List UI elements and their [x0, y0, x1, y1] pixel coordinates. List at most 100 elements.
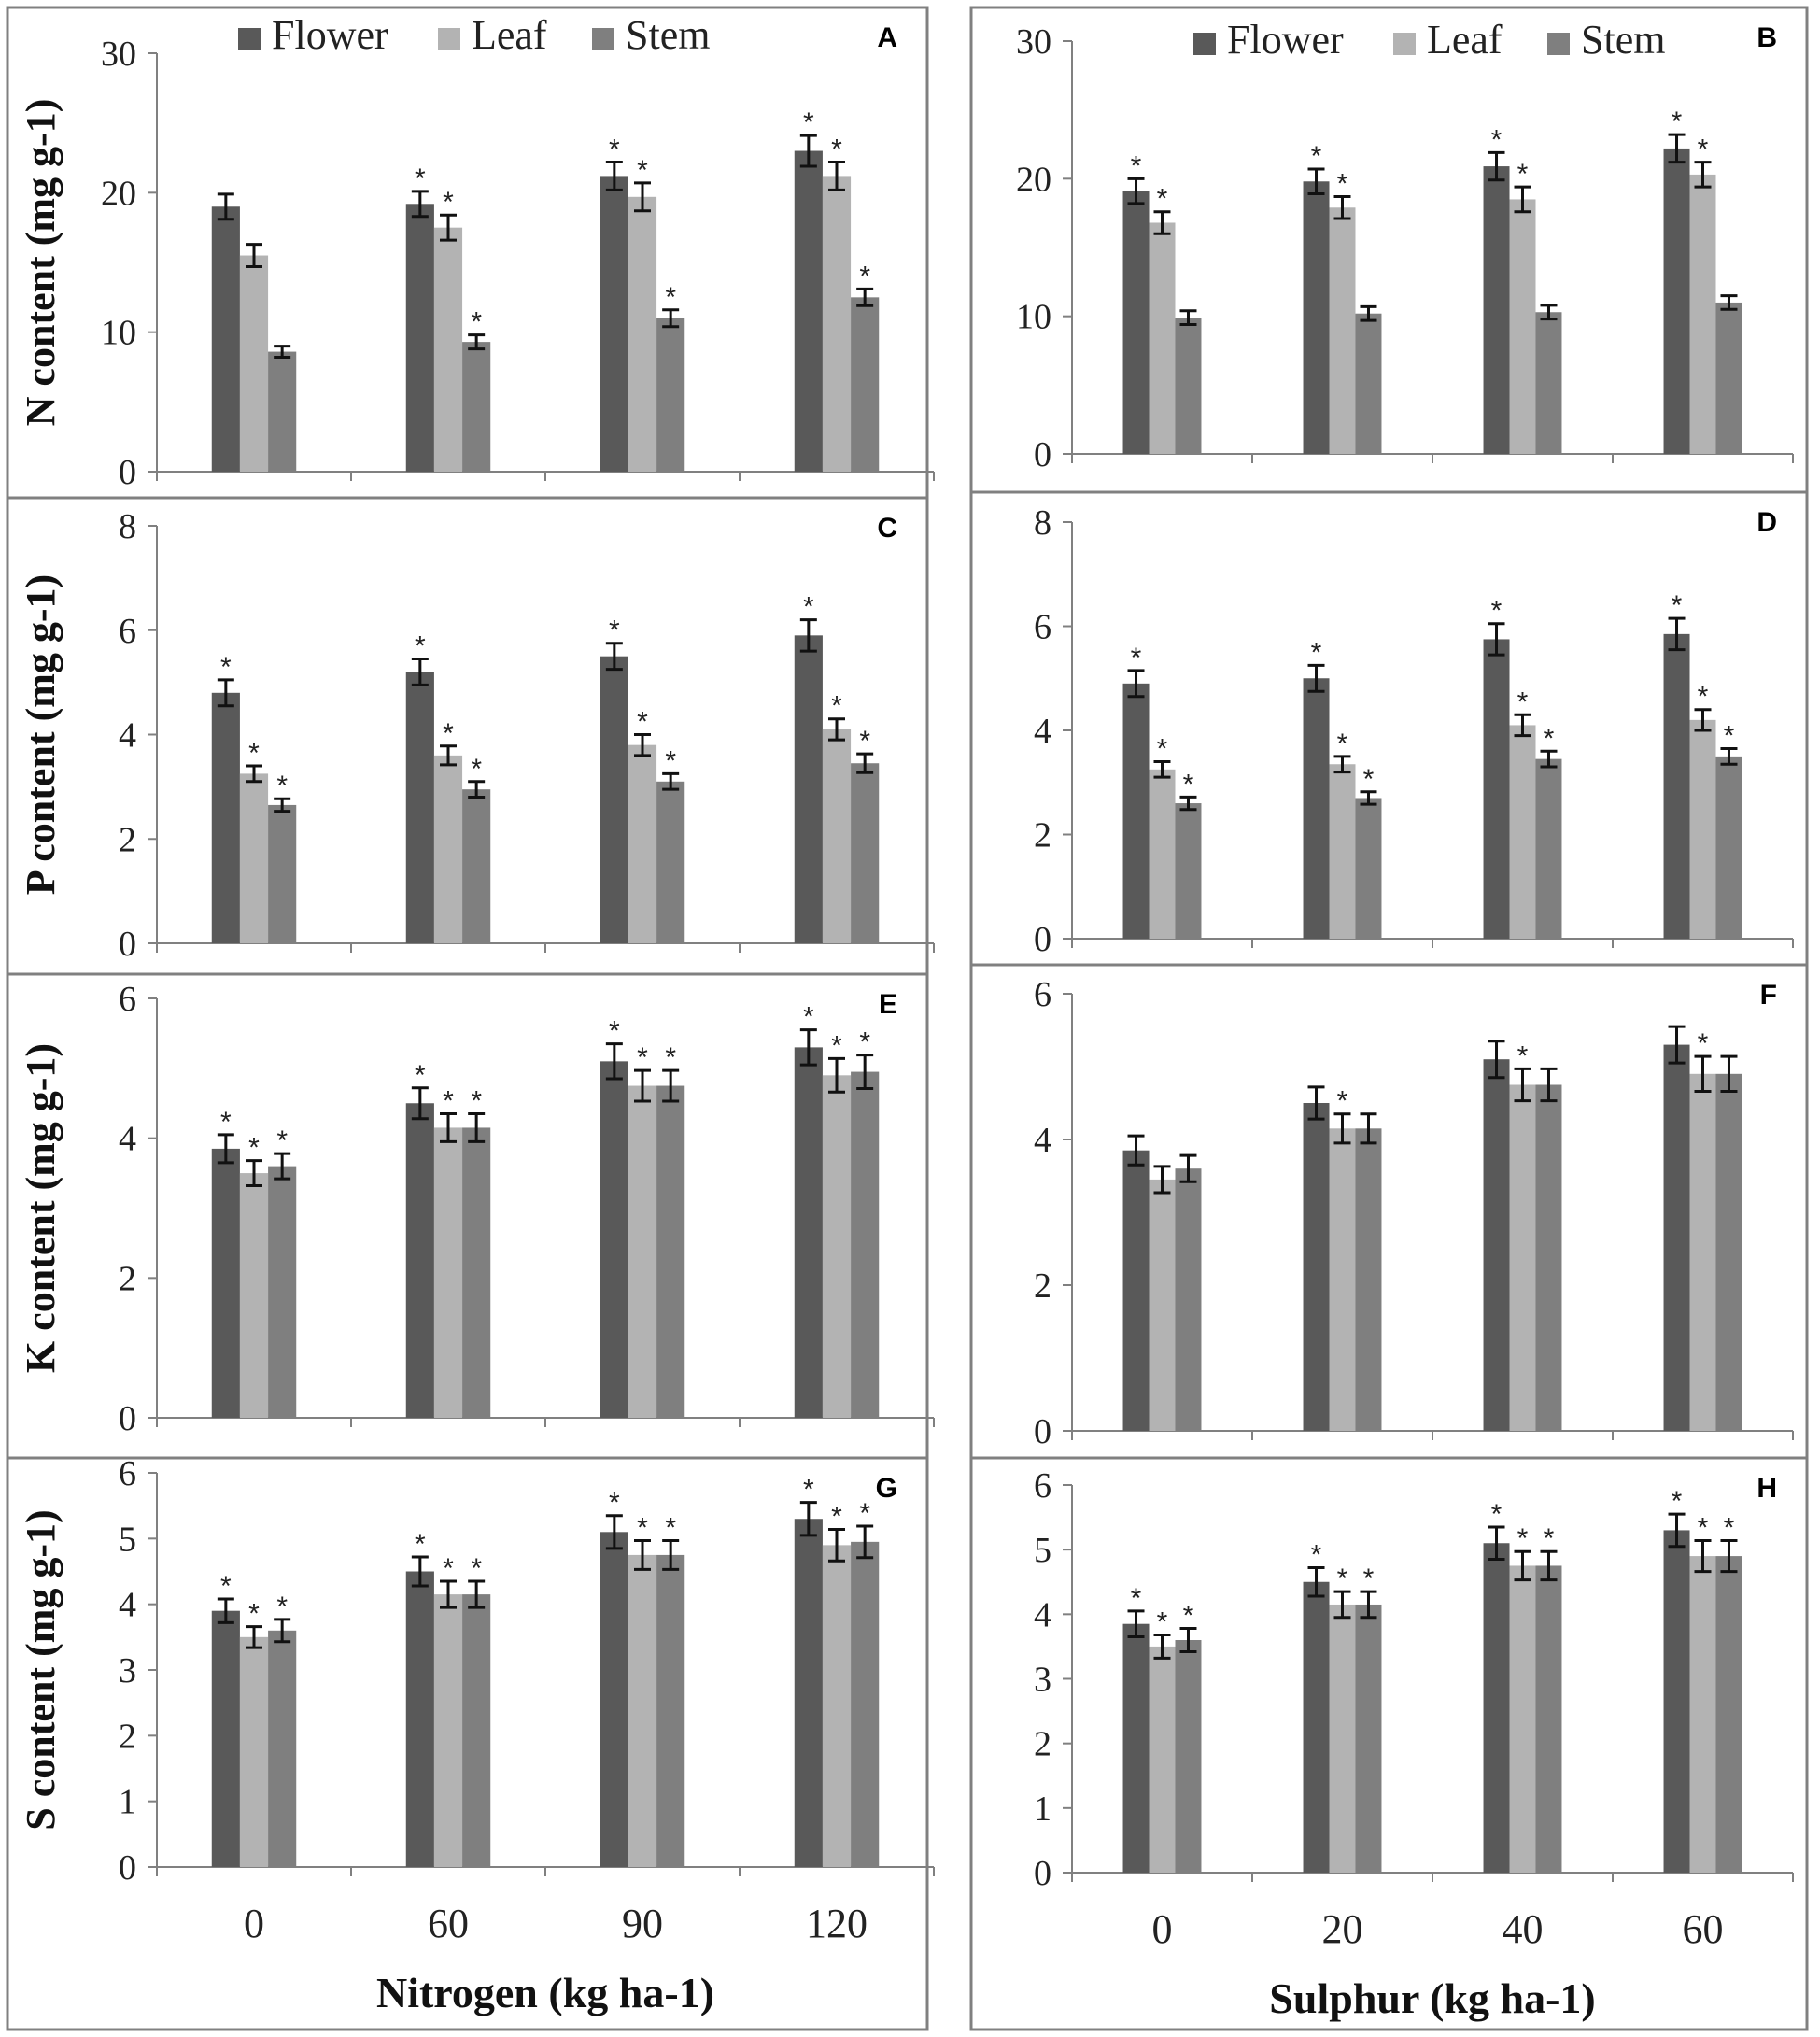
- bar-flower-0: [211, 692, 240, 943]
- error-bar: [1540, 749, 1558, 769]
- bar-flower-120: [794, 1047, 823, 1418]
- x-axis-title: Nitrogen (kg ha-1): [376, 1969, 714, 2016]
- bar-stem-20: [1355, 1604, 1382, 1873]
- y-tick-label: 5: [1034, 1531, 1051, 1570]
- legend-swatch-stem: [1547, 33, 1570, 55]
- panel-frame: [6, 1456, 929, 2031]
- chart-panel-d: 0 2 4 6 8 * * * * * * * * * * * * D: [969, 490, 1809, 967]
- significance-star: *: [609, 1016, 620, 1047]
- bar-stem-20: [1355, 1128, 1382, 1431]
- significance-star: *: [831, 1501, 842, 1532]
- error-bar: [662, 771, 680, 791]
- error-bar: [1694, 1054, 1712, 1094]
- error-bar: [799, 1501, 817, 1537]
- chart-panel-a: 0 10 20 30 * * * * * * * * * N content (mg g-1) A Flowe…: [6, 6, 935, 500]
- error-bar: [274, 1618, 291, 1644]
- significance-star: *: [248, 738, 260, 769]
- bar-flower-20: [1303, 181, 1330, 454]
- error-bar: [1668, 1512, 1686, 1549]
- bar-stem-60: [462, 789, 491, 943]
- chart-panel-f: 0 2 4 6 * * * F: [969, 963, 1809, 1460]
- error-bar: [1540, 304, 1558, 321]
- bar-flower-120: [794, 635, 823, 943]
- error-bar: [634, 1068, 651, 1103]
- error-bar: [1360, 304, 1377, 322]
- legend-label-leaf: Leaf: [1427, 17, 1503, 63]
- error-bar: [217, 1133, 234, 1165]
- bar-leaf-90: [628, 744, 657, 943]
- error-bar: [634, 1538, 651, 1571]
- bar-stem-20: [1355, 798, 1382, 939]
- significance-star: *: [443, 1553, 454, 1584]
- significance-star: *: [1183, 769, 1194, 799]
- error-bar: [274, 345, 291, 360]
- error-bar: [246, 764, 262, 784]
- significance-star: *: [1517, 159, 1529, 190]
- y-tick-label: 0: [119, 453, 136, 492]
- bar-leaf-90: [628, 1085, 657, 1418]
- bar-stem-0: [1175, 803, 1202, 939]
- y-tick-label: 0: [119, 1399, 136, 1438]
- x-category-label: 60: [428, 1901, 469, 1946]
- error-bar: [1360, 1590, 1377, 1620]
- bar-stem-60: [1715, 1556, 1742, 1873]
- bar-flower-90: [600, 176, 628, 472]
- y-tick-label: 5: [119, 1520, 136, 1559]
- error-bar: [1307, 167, 1325, 196]
- error-bar: [1153, 759, 1171, 779]
- error-bar: [1360, 790, 1377, 806]
- bar-flower-20: [1303, 1103, 1330, 1431]
- bar-flower-90: [600, 1061, 628, 1418]
- significance-star: *: [1544, 723, 1555, 754]
- y-tick-label: 4: [1034, 1121, 1051, 1160]
- error-bar: [1488, 622, 1505, 657]
- error-bar: [1540, 1549, 1558, 1582]
- significance-star: *: [220, 1571, 232, 1602]
- significance-star: *: [665, 1042, 676, 1073]
- significance-star: *: [637, 155, 648, 186]
- legend-swatch-leaf: [438, 28, 460, 50]
- significance-star: *: [665, 1512, 676, 1543]
- error-bar: [605, 642, 623, 672]
- y-tick-label: 10: [1016, 298, 1051, 337]
- legend-swatch-flower: [238, 28, 261, 50]
- legend-swatch-stem: [592, 28, 614, 50]
- bar-stem-60: [1715, 302, 1742, 454]
- y-tick-label: 8: [119, 507, 136, 546]
- error-bar: [1668, 1025, 1686, 1065]
- significance-star: *: [276, 1125, 288, 1156]
- significance-star: *: [665, 745, 676, 776]
- bar-flower-60: [405, 1103, 434, 1418]
- significance-star: *: [1724, 721, 1735, 752]
- significance-star: *: [415, 1060, 426, 1091]
- y-tick-label: 8: [1034, 503, 1051, 543]
- bar-leaf-60: [1689, 174, 1716, 454]
- error-bar: [246, 243, 262, 268]
- error-bar: [1307, 1566, 1325, 1598]
- bar-leaf-120: [822, 1075, 852, 1418]
- panel-letter: F: [1760, 980, 1777, 1011]
- significance-star: *: [637, 1042, 648, 1073]
- error-bar: [1668, 616, 1686, 652]
- error-bar: [440, 744, 457, 767]
- error-bar: [605, 1042, 623, 1081]
- panel-letter: G: [876, 1473, 897, 1504]
- error-bar: [799, 1028, 817, 1067]
- error-bar: [1179, 1153, 1197, 1183]
- significance-star: *: [665, 282, 676, 313]
- significance-star: *: [803, 107, 814, 138]
- error-bar: [1694, 161, 1712, 189]
- y-tick-label: 0: [1034, 1854, 1051, 1893]
- y-tick-label: 2: [119, 1717, 136, 1756]
- error-bar: [856, 752, 874, 774]
- significance-star: *: [1311, 1540, 1322, 1571]
- significance-star: *: [1491, 596, 1503, 627]
- significance-star: *: [1698, 1028, 1709, 1059]
- error-bar: [1153, 1165, 1171, 1195]
- error-bar: [605, 160, 623, 191]
- error-bar: [1153, 1633, 1171, 1660]
- significance-star: *: [609, 615, 620, 646]
- significance-star: *: [1337, 729, 1348, 759]
- legend-label-stem: Stem: [1581, 17, 1665, 63]
- significance-star: *: [1131, 643, 1142, 673]
